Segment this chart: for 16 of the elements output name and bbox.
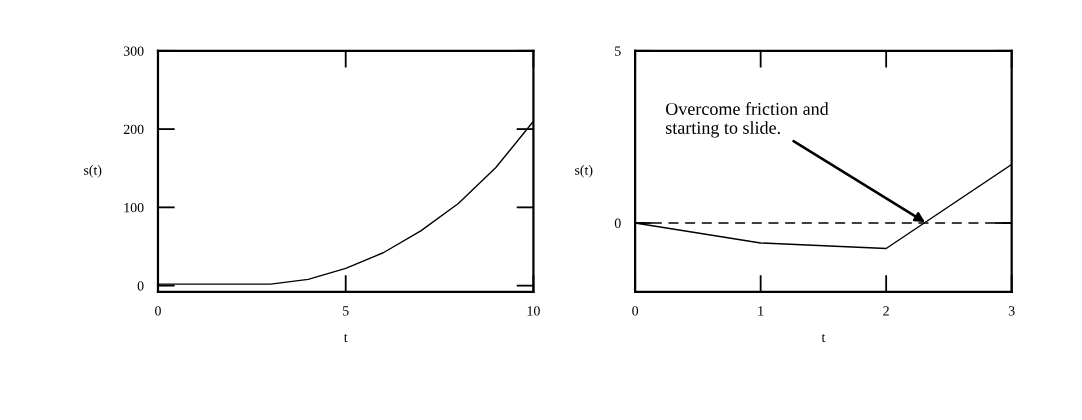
x-tick-label: 10 <box>527 306 540 316</box>
y-tick-label: 300 <box>123 46 144 56</box>
x-axis-title: t <box>821 334 826 343</box>
x-axis-title: t <box>343 334 348 343</box>
x-tick-label: 5 <box>343 306 349 316</box>
y-tick-label: 0 <box>137 281 144 291</box>
y-tick-label: 200 <box>123 124 144 135</box>
x-tick-label: 0 <box>632 306 639 316</box>
y-axis-title: s(t) <box>575 165 593 178</box>
y-tick-label: 100 <box>124 202 144 213</box>
y-axis-title: s(t) <box>84 165 102 178</box>
x-tick-label: 3 <box>1008 306 1015 316</box>
x-tick-label: 0 <box>155 306 161 316</box>
x-tick-label: 2 <box>883 306 889 316</box>
annotation: Overcome friction and starting to slide. <box>666 102 829 138</box>
x-tick-label: 1 <box>758 306 764 316</box>
